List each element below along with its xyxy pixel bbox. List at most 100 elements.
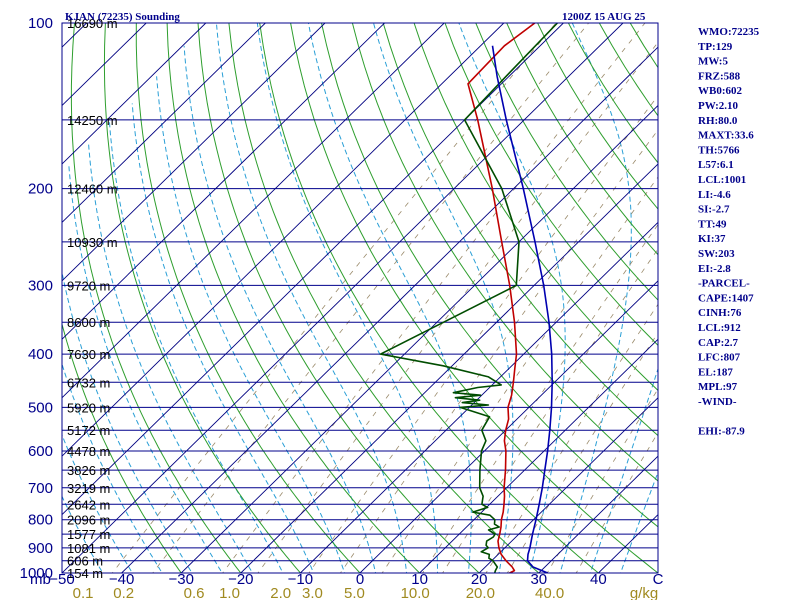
pressure-tick-label: 500 xyxy=(28,399,53,416)
isotherm xyxy=(62,23,505,457)
index-line: EI:-2.8 xyxy=(698,263,731,275)
mixing-ratio-line xyxy=(442,248,658,573)
index-line: LCL:912 xyxy=(698,322,741,334)
time-label: 1200Z 15 AUG 25 xyxy=(562,11,646,23)
pressure-tick-labels: 100 200 300 400 500 600 700 800 900 1000 xyxy=(20,15,53,582)
mixing-ratio-tick-labels: 0.1 0.2 0.6 1.0 2.0 3.0 5.0 10.0 20.0 40.0 g/kg xyxy=(73,585,659,600)
mixing-ratio-line xyxy=(485,303,658,573)
height-label: 2096 m xyxy=(67,513,110,528)
isotherm xyxy=(62,23,624,573)
moist-adiabat xyxy=(559,23,632,573)
isotherm xyxy=(62,23,266,224)
pressure-tick-label: 400 xyxy=(28,346,53,363)
index-line: RH:80.0 xyxy=(698,115,738,127)
height-label: 606 m xyxy=(67,554,103,569)
mixing-ratio-tick-label: 1.0 xyxy=(219,585,240,600)
temperature-tick-label: C xyxy=(653,571,664,588)
temperature-tick-label: −10 xyxy=(288,571,313,588)
height-label: 2642 m xyxy=(67,497,110,512)
mixing-ratio-line xyxy=(381,176,658,573)
index-line: LFC:807 xyxy=(698,352,741,364)
moist-adiabat xyxy=(88,142,253,573)
pressure-tick-label: 600 xyxy=(28,443,53,460)
index-line: CINH:76 xyxy=(698,307,742,319)
moist-adiabat xyxy=(156,76,346,573)
index-line: FRZ:588 xyxy=(698,70,741,82)
mixing-ratio-line xyxy=(575,431,658,573)
height-label: 154 m xyxy=(67,566,103,581)
plot-frame xyxy=(61,22,659,574)
mixing-ratio-tick-label: 2.0 xyxy=(270,585,291,600)
pressure-unit-label: mb xyxy=(30,571,51,588)
isotherm xyxy=(180,104,658,573)
index-line: LI:-4.6 xyxy=(698,189,731,201)
moist-adiabat xyxy=(373,23,514,573)
moist-adiabat xyxy=(589,367,658,573)
index-line: WB0:602 xyxy=(698,85,743,97)
temperature-tick-labels: −50 −40 −30 −20 −10 0 10 20 30 40 C xyxy=(49,571,663,588)
index-line: EL:187 xyxy=(698,366,733,378)
mixing-ratio-line xyxy=(546,388,658,573)
index-line: PW:2.10 xyxy=(698,100,739,112)
temperature-tick-label: 20 xyxy=(471,571,488,588)
mixing-ratio-tick-label: 5.0 xyxy=(344,585,365,600)
isotherm xyxy=(419,338,658,573)
height-label: 10930 m xyxy=(67,235,118,250)
temperature-tick-label: −50 xyxy=(49,571,74,588)
mixing-ratio-tick-label: 20.0 xyxy=(466,585,495,600)
index-line: LCL:1001 xyxy=(698,174,746,186)
height-label: 14250 m xyxy=(67,113,118,128)
height-label: 1081 m xyxy=(67,541,110,556)
isotherm xyxy=(121,46,658,573)
index-line: SW:203 xyxy=(698,248,735,260)
temperature-tick-label: −40 xyxy=(109,571,134,588)
mixing-ratio-tick-label: 0.1 xyxy=(73,585,94,600)
mixing-ratio-tick-label: 0.6 xyxy=(184,585,205,600)
mixing-ratio-tick-label: 40.0 xyxy=(535,585,564,600)
height-label: 5172 m xyxy=(67,423,110,438)
parcel-trace xyxy=(491,45,553,573)
temperature-tick-label: 40 xyxy=(590,571,607,588)
mixing-ratio-line xyxy=(222,23,646,573)
sounding-traces xyxy=(379,23,558,573)
index-panel: WMO:72235 TP:129 MW:5 FRZ:588 WB0:602 PW:2.10… xyxy=(698,26,760,438)
index-line: -PARCEL- xyxy=(698,278,750,290)
moist-adiabat xyxy=(183,45,377,573)
isotherm xyxy=(359,280,658,573)
isotherm xyxy=(478,397,658,573)
index-line: KI:37 xyxy=(698,233,726,245)
station-title: KJAN (72235) Sounding xyxy=(65,11,180,23)
moist-adiabat xyxy=(307,23,472,573)
index-line: L57:6.1 xyxy=(698,159,734,171)
height-label: 7630 m xyxy=(67,347,110,362)
temperature-tick-label: −30 xyxy=(168,571,193,588)
pressure-tick-label: 1000 xyxy=(20,565,53,582)
moist-adiabat xyxy=(68,163,223,573)
index-line: TP:129 xyxy=(698,41,733,53)
moist-adiabat xyxy=(458,23,566,573)
index-line: CAPE:1407 xyxy=(698,292,754,304)
isotherm xyxy=(62,23,326,282)
pressure-tick-label: 700 xyxy=(28,480,53,497)
index-line: EHI:-87.9 xyxy=(698,426,745,438)
pressure-tick-label: 800 xyxy=(28,512,53,529)
height-labels: 16690 m 14250 m 12460 m 10930 m 9720 m 8600 m… xyxy=(67,16,118,581)
moist-adiabat xyxy=(62,362,163,573)
mixing-ratio-tick-label: 10.0 xyxy=(401,585,430,600)
pressure-tick-label: 300 xyxy=(28,277,53,294)
temperature-trace xyxy=(467,23,536,573)
height-label: 4478 m xyxy=(67,444,110,459)
height-label: 3219 m xyxy=(67,481,110,496)
mixing-ratio-line xyxy=(422,223,658,573)
mixing-ratio-line xyxy=(506,332,658,573)
isotherm xyxy=(62,23,385,340)
isotherm xyxy=(240,163,658,573)
mixing-ratio-tick-label: 3.0 xyxy=(302,585,323,600)
mixing-ratio-line xyxy=(339,129,658,573)
height-label: 8600 m xyxy=(67,315,110,330)
isotherms xyxy=(62,23,658,573)
index-line: SI:-2.7 xyxy=(698,204,730,216)
pressure-tick-label: 900 xyxy=(28,540,53,557)
height-label: 9720 m xyxy=(67,278,110,293)
